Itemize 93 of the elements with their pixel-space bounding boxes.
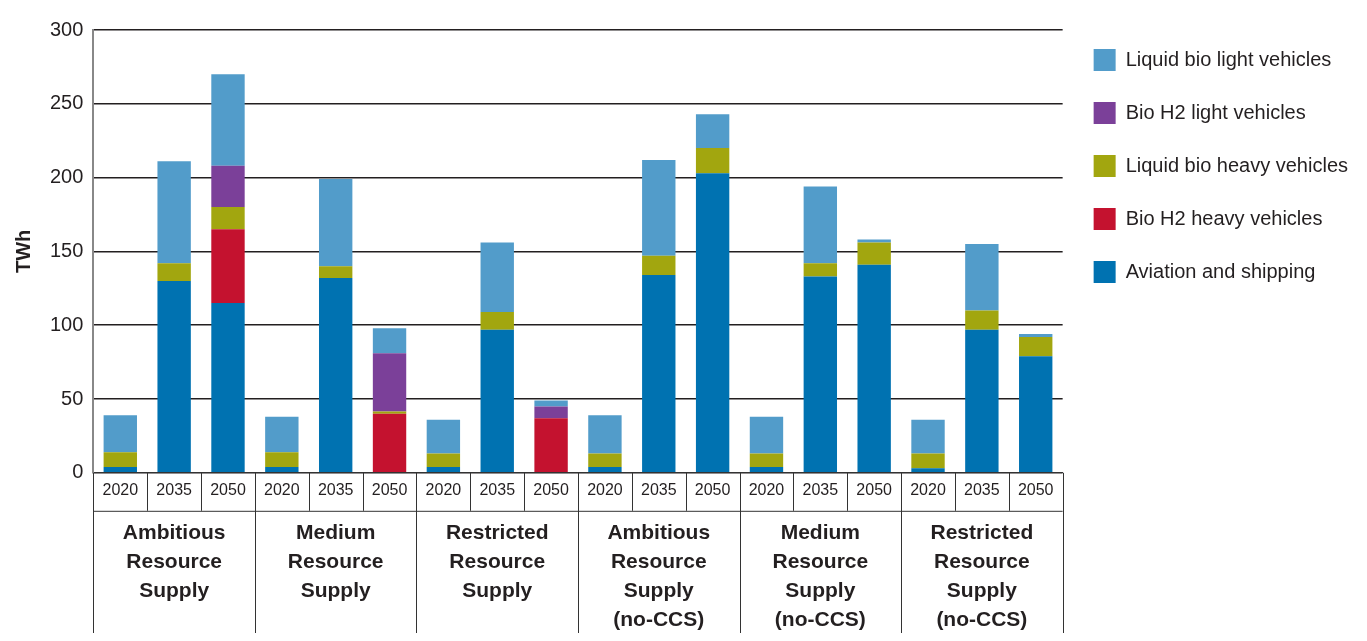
bar xyxy=(911,453,945,469)
bar xyxy=(534,406,568,419)
bar xyxy=(211,229,245,304)
bar xyxy=(642,159,676,256)
bar xyxy=(211,74,245,166)
y-tick-label: 150 xyxy=(49,238,84,261)
bar xyxy=(588,466,622,473)
bar xyxy=(911,419,945,454)
y-axis-title: TWh xyxy=(11,229,34,274)
bar xyxy=(157,280,191,473)
bar xyxy=(426,419,461,454)
bar xyxy=(965,310,999,330)
bar xyxy=(642,255,676,276)
bar xyxy=(803,186,838,264)
x-tick-label: 2035 xyxy=(317,480,354,498)
bar xyxy=(211,303,245,473)
bar xyxy=(534,418,568,473)
y-tick-label: 0 xyxy=(72,460,84,483)
y-tick-label: 300 xyxy=(49,17,84,40)
y-tick-label: 200 xyxy=(49,165,84,188)
bar xyxy=(480,242,514,312)
legend-label: Aviation and shipping xyxy=(1125,259,1316,282)
bar xyxy=(911,468,945,473)
x-tick-label: 2050 xyxy=(371,480,408,498)
bar xyxy=(372,353,407,412)
legend-label: Liquid bio light vehicles xyxy=(1125,47,1332,70)
legend-label: Bio H2 heavy vehicles xyxy=(1125,206,1323,229)
bar xyxy=(318,179,353,267)
x-tick-label: 2020 xyxy=(587,480,623,498)
x-tick-label: 2050 xyxy=(1017,480,1054,498)
bar xyxy=(642,275,676,473)
x-tick-label: 2050 xyxy=(694,480,731,498)
text: Restricted Resource Supply xyxy=(445,520,549,602)
bar xyxy=(157,161,191,264)
x-tick-label: 2020 xyxy=(910,480,946,498)
bar xyxy=(426,453,461,467)
bar xyxy=(372,328,407,354)
bar xyxy=(318,277,353,473)
x-tick-label: 2020 xyxy=(425,480,462,498)
y-tick-label: 250 xyxy=(49,91,84,114)
legend-label: Liquid bio heavy vehicles xyxy=(1125,153,1349,176)
text: Medium Resource Supply (no-CCS) xyxy=(772,520,869,631)
bar xyxy=(265,466,299,473)
x-tick-label: 2020 xyxy=(264,480,300,498)
bar xyxy=(372,413,407,473)
bar xyxy=(588,415,622,454)
bar xyxy=(157,263,191,281)
bar xyxy=(965,329,999,473)
x-tick-label: 2035 xyxy=(156,480,193,498)
bar xyxy=(265,416,299,453)
bar xyxy=(1019,356,1053,473)
bar xyxy=(803,263,838,277)
x-tick-label: 2050 xyxy=(210,480,246,498)
bar xyxy=(265,452,299,467)
bar xyxy=(103,415,137,453)
x-tick-label: 2035 xyxy=(802,480,839,498)
x-tick-label: 2050 xyxy=(856,480,893,498)
text: Ambitious Resource Supply (no-CCS) xyxy=(607,520,711,631)
bar xyxy=(211,207,245,230)
bar xyxy=(211,165,245,208)
x-tick-label: 2020 xyxy=(102,480,139,498)
bar xyxy=(695,148,730,174)
bar xyxy=(534,400,568,407)
bar xyxy=(426,466,461,473)
bar xyxy=(588,453,622,467)
y-tick-label: 100 xyxy=(49,312,84,335)
bar xyxy=(857,242,891,265)
x-tick-label: 2050 xyxy=(533,480,569,498)
bar xyxy=(749,466,784,473)
y-tick-label: 50 xyxy=(61,386,84,409)
bar xyxy=(857,264,891,473)
bar xyxy=(1019,334,1053,338)
text: Restricted Resource Supply (no-CCS) xyxy=(930,520,1034,631)
x-tick-label: 2035 xyxy=(640,480,677,498)
bar xyxy=(480,311,514,330)
bar xyxy=(857,239,891,243)
text: Medium Resource Supply xyxy=(287,520,384,602)
bar xyxy=(1019,337,1053,357)
bar xyxy=(749,416,784,454)
bar xyxy=(480,329,514,473)
bar xyxy=(965,244,999,311)
bar xyxy=(103,466,137,473)
bar xyxy=(103,452,137,467)
text: Ambitious Resource Supply xyxy=(122,520,226,602)
bar xyxy=(749,453,784,467)
bar xyxy=(695,114,730,149)
legend-label: Bio H2 light vehicles xyxy=(1125,100,1306,123)
bar xyxy=(803,276,838,473)
x-tick-label: 2020 xyxy=(748,480,785,498)
x-tick-label: 2035 xyxy=(479,480,516,498)
bar xyxy=(695,173,730,473)
x-tick-label: 2035 xyxy=(964,480,1000,498)
bar xyxy=(318,266,353,278)
